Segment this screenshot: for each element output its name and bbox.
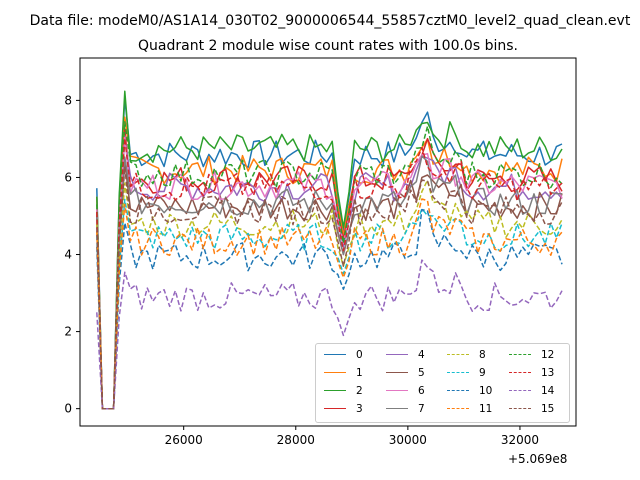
legend-swatch (447, 354, 469, 355)
series-line-0 (96, 97, 563, 410)
series-line-15 (96, 165, 563, 410)
legend-swatch (386, 354, 408, 355)
legend-label: 0 (356, 349, 363, 361)
series-line-2 (96, 90, 563, 410)
legend-label: 4 (418, 349, 425, 361)
series-line-11 (96, 198, 563, 410)
series-line-4 (96, 137, 563, 410)
series-line-12 (96, 121, 563, 410)
figure-suptitle: Data file: modeM0/AS1A14_030T02_90000065… (29, 13, 631, 29)
legend-swatch (386, 372, 408, 373)
legend-label: 6 (418, 385, 425, 397)
legend-label: 11 (479, 403, 493, 415)
series-line-3 (96, 128, 563, 410)
legend-swatch (509, 408, 531, 409)
legend-swatch (386, 408, 408, 409)
legend-label: 12 (541, 349, 555, 361)
x-axis: 26000 28000 30000 32000 (165, 426, 539, 447)
legend-label: 3 (356, 403, 363, 415)
legend-swatch (386, 390, 408, 391)
legend-swatch (509, 372, 531, 373)
legend-label: 1 (356, 367, 363, 379)
series-line-7 (96, 155, 563, 410)
x-tick-label: 26000 (165, 433, 203, 447)
legend-swatch (324, 390, 346, 391)
y-tick-label: 6 (64, 170, 72, 184)
series-line-8 (96, 179, 563, 410)
legend-label: 2 (356, 385, 363, 397)
legend-swatch (324, 372, 346, 373)
legend-swatch (509, 390, 531, 391)
chart-title: Quadrant 2 module wise count rates with … (138, 38, 518, 54)
legend-swatch (447, 390, 469, 391)
legend-label: 14 (541, 385, 555, 397)
series-line-13 (96, 137, 563, 410)
legend-label: 5 (418, 367, 425, 379)
series-line-6 (96, 135, 563, 410)
legend-swatch (447, 408, 469, 409)
plot-lines (96, 90, 563, 410)
x-tick-label: 30000 (389, 433, 427, 447)
y-axis: 0 2 4 6 8 (64, 93, 80, 416)
x-tick-label: 28000 (277, 433, 315, 447)
y-tick-label: 0 (64, 402, 72, 416)
legend-swatch (447, 372, 469, 373)
legend-swatch (509, 354, 531, 355)
y-tick-label: 2 (64, 325, 72, 339)
axes-frame (79, 57, 577, 427)
legend-label: 15 (541, 403, 555, 415)
legend-label: 8 (479, 349, 486, 361)
y-tick-label: 8 (64, 93, 72, 107)
series-line-9 (96, 198, 563, 410)
series-line-10 (96, 208, 563, 410)
legend-label: 7 (418, 403, 425, 415)
legend-label: 9 (479, 367, 486, 379)
legend: 0 1 2 3 4 5 6 7 8 9 10 11 12 13 14 15 (315, 343, 570, 423)
legend-label: 13 (541, 367, 555, 379)
x-offset-label: +5.069e8 (508, 452, 568, 466)
x-tick-label: 32000 (501, 433, 539, 447)
legend-swatch (324, 408, 346, 409)
y-tick-label: 4 (64, 248, 72, 262)
legend-swatch (324, 354, 346, 355)
legend-label: 10 (479, 385, 493, 397)
series-line-14 (96, 259, 563, 410)
